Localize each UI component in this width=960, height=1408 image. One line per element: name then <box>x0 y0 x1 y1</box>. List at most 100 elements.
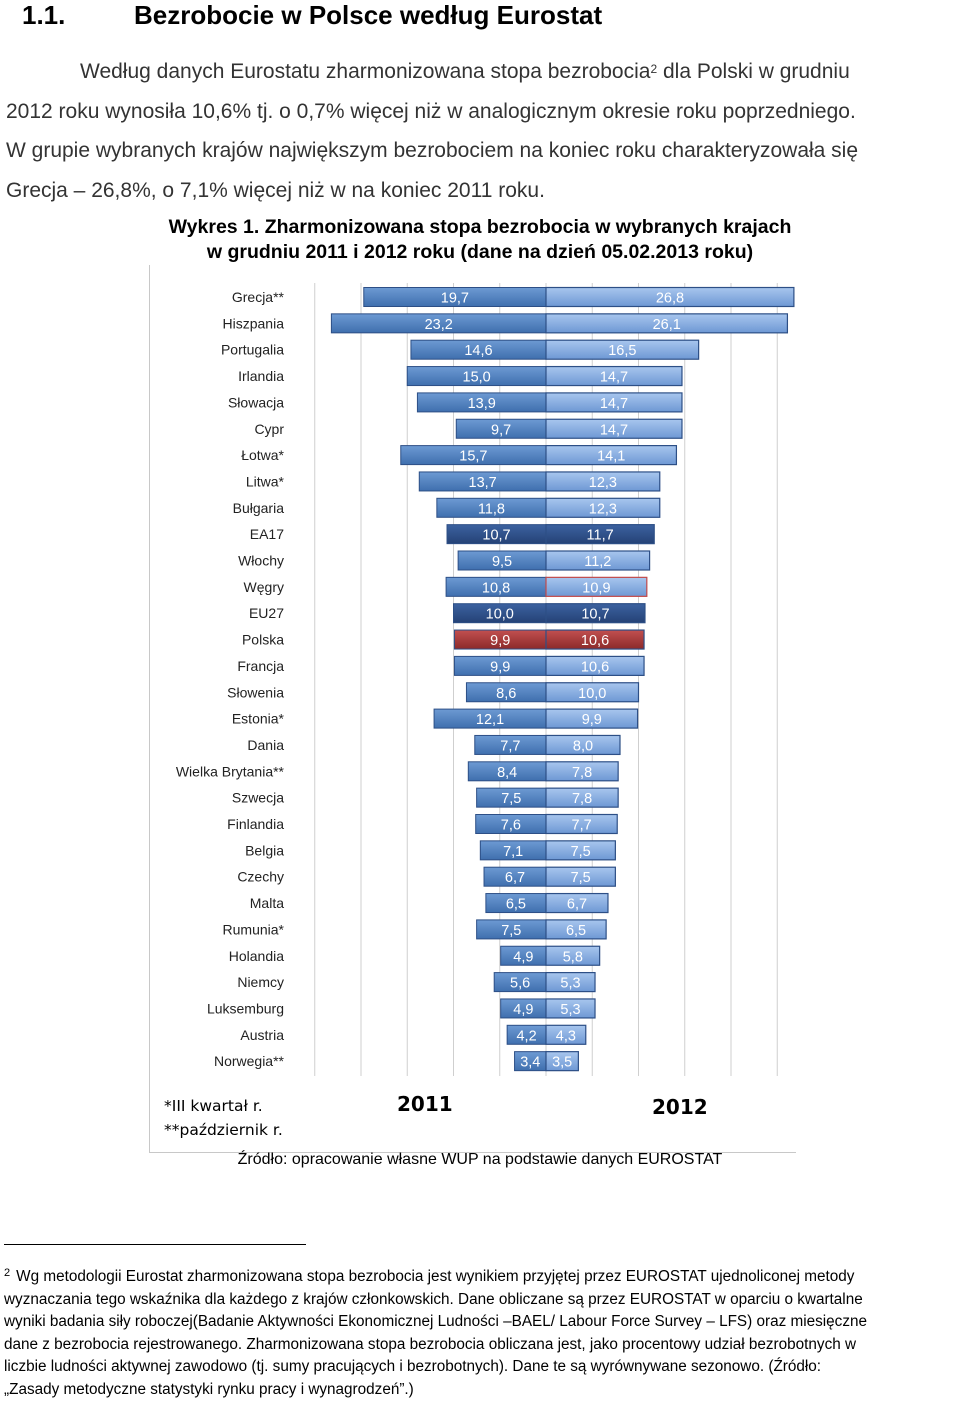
data-label-2012: 14,7 <box>600 370 628 386</box>
bar-2012 <box>545 998 596 1019</box>
footnote-marker: 2 <box>4 1267 11 1279</box>
data-label-2012: 10,6 <box>581 659 609 675</box>
data-label-2011: 15,0 <box>463 370 491 386</box>
data-label-2012: 6,5 <box>566 923 586 939</box>
data-label-2012: 16,5 <box>608 343 636 359</box>
category-label: Szwecja <box>232 790 284 806</box>
chart-title-line-2: w grudniu 2011 i 2012 roku (dane na dzie… <box>206 241 754 263</box>
data-label-2012: 7,5 <box>571 870 591 886</box>
data-label-2011: 4,9 <box>513 949 533 965</box>
category-label: Włochy <box>238 553 284 569</box>
note-october: **październik r. <box>164 1121 283 1139</box>
bar-2012 <box>545 682 640 703</box>
bar-2012 <box>545 919 607 940</box>
data-label-2011: 19,7 <box>441 291 469 307</box>
data-label-2012: 6,7 <box>567 897 587 913</box>
data-label-2012: 5,3 <box>560 1002 580 1018</box>
category-label: EA17 <box>250 526 284 542</box>
category-label: Łotwa* <box>241 447 284 463</box>
data-label-2012: 26,1 <box>653 317 681 333</box>
data-label-2012: 8,0 <box>573 738 593 754</box>
data-label-2011: 9,5 <box>492 554 512 570</box>
category-label: Dania <box>247 737 284 753</box>
footnote-line-6: „Zasady metodyczne statystyki rynku prac… <box>4 1380 414 1398</box>
category-label: Norwegia** <box>214 1053 285 1069</box>
bar-2012 <box>545 365 683 387</box>
data-label-2012: 10,0 <box>578 686 606 702</box>
data-label-2011: 10,8 <box>482 580 510 596</box>
category-label: Cypr <box>254 421 284 437</box>
bar-2012 <box>545 629 645 650</box>
data-label-2012: 5,8 <box>563 949 583 965</box>
bar-2012 <box>545 761 619 782</box>
bar-2012 <box>545 708 639 729</box>
data-label-2011: 13,7 <box>469 475 497 491</box>
bar-2012 <box>545 734 621 756</box>
data-label-2011: 9,9 <box>490 633 510 649</box>
bar-2012 <box>545 787 619 808</box>
footnote-line-3: wyniki badania siły roboczej(Badanie Akt… <box>4 1313 867 1330</box>
data-label-2011: 7,5 <box>501 923 521 939</box>
source-note: Źródło: opracowanie własne WUP na podsta… <box>237 1151 723 1168</box>
data-label-2011: 10,0 <box>486 607 514 623</box>
bar-2012 <box>545 945 601 966</box>
intro-line-1b: dla Polski w grudniu <box>657 60 850 83</box>
category-label: Malta <box>250 895 284 911</box>
data-label-2012: 14,7 <box>600 422 628 438</box>
bar-2012 <box>545 339 700 360</box>
bar-2012 <box>545 471 661 492</box>
data-label-2012: 3,5 <box>552 1055 572 1071</box>
year-label-2011: 2011 <box>397 1092 453 1116</box>
data-label-2012: 5,3 <box>560 976 580 992</box>
data-label-2011: 4,9 <box>513 1002 533 1018</box>
data-label-2011: 7,7 <box>500 738 520 754</box>
category-label: Hiszpania <box>223 315 285 331</box>
category-label: Litwa* <box>246 473 285 489</box>
data-label-2011: 8,4 <box>497 765 517 781</box>
category-label: Estonia* <box>232 711 285 727</box>
data-label-2012: 9,9 <box>582 712 602 728</box>
data-label-2012: 10,7 <box>581 607 609 623</box>
data-label-2011: 9,7 <box>491 422 511 438</box>
category-label: Czechy <box>237 869 284 885</box>
footnote: 2 Wg metodologii Eurostat zharmonizowana … <box>4 1266 956 1401</box>
category-label: Holandia <box>229 948 284 964</box>
section-title: Bezrobocie w Polsce według Eurostat <box>134 0 603 30</box>
footnote-line-1: Wg metodologii Eurostat zharmonizowana s… <box>16 1268 855 1285</box>
section-heading: 1.1. Bezrobocie w Polsce według Eurostat <box>22 0 602 30</box>
chart-frame <box>149 265 796 1153</box>
data-label-2011: 6,7 <box>505 870 525 886</box>
data-label-2012: 7,8 <box>572 765 592 781</box>
data-label-2012: 14,1 <box>597 449 625 465</box>
bar-2012 <box>545 603 646 624</box>
data-label-2011: 7,5 <box>501 791 521 807</box>
data-label-2012: 10,6 <box>581 633 609 649</box>
data-label-2011: 5,6 <box>510 976 530 992</box>
intro-line-4: Grecja – 26,8%, o 7,1% więcej niż w na k… <box>6 178 545 202</box>
data-label-2011: 15,7 <box>459 449 487 465</box>
bar-2012 <box>545 550 651 571</box>
category-label: Portugalia <box>221 342 284 358</box>
category-label: Polska <box>242 632 284 648</box>
category-label: Wielka Brytania** <box>176 763 285 779</box>
bar-2012 <box>545 313 789 334</box>
bar-2012 <box>545 524 655 545</box>
footnote-line-2: wyznaczania tego wskaźnika dla każdego z… <box>4 1290 863 1308</box>
bar-2012 <box>545 392 683 413</box>
footnote-line-4: dane z bezrobocia rejestrowanego. Zharmo… <box>4 1335 857 1353</box>
data-label-2012: 7,8 <box>572 791 592 807</box>
data-label-2012: 7,7 <box>572 818 592 834</box>
data-label-2012: 4,3 <box>556 1028 576 1044</box>
bar-2012 <box>545 840 616 861</box>
data-label-2011: 13,9 <box>468 396 496 412</box>
data-label-2012: 12,3 <box>589 475 617 491</box>
bar-chart: Grecja** 19,7 26,8 Hiszpania 23,2 26,1 Portuga… <box>176 283 795 1076</box>
footnote-divider <box>4 1244 306 1245</box>
year-label-2012: 2012 <box>652 1095 708 1119</box>
footnote-ref: 2 <box>650 62 658 76</box>
bar-2012 <box>545 418 683 439</box>
category-label: Finlandia <box>227 816 284 832</box>
bar-2012 <box>545 971 596 993</box>
data-label-2011: 6,5 <box>506 897 526 913</box>
data-label-2011: 8,6 <box>496 686 516 702</box>
